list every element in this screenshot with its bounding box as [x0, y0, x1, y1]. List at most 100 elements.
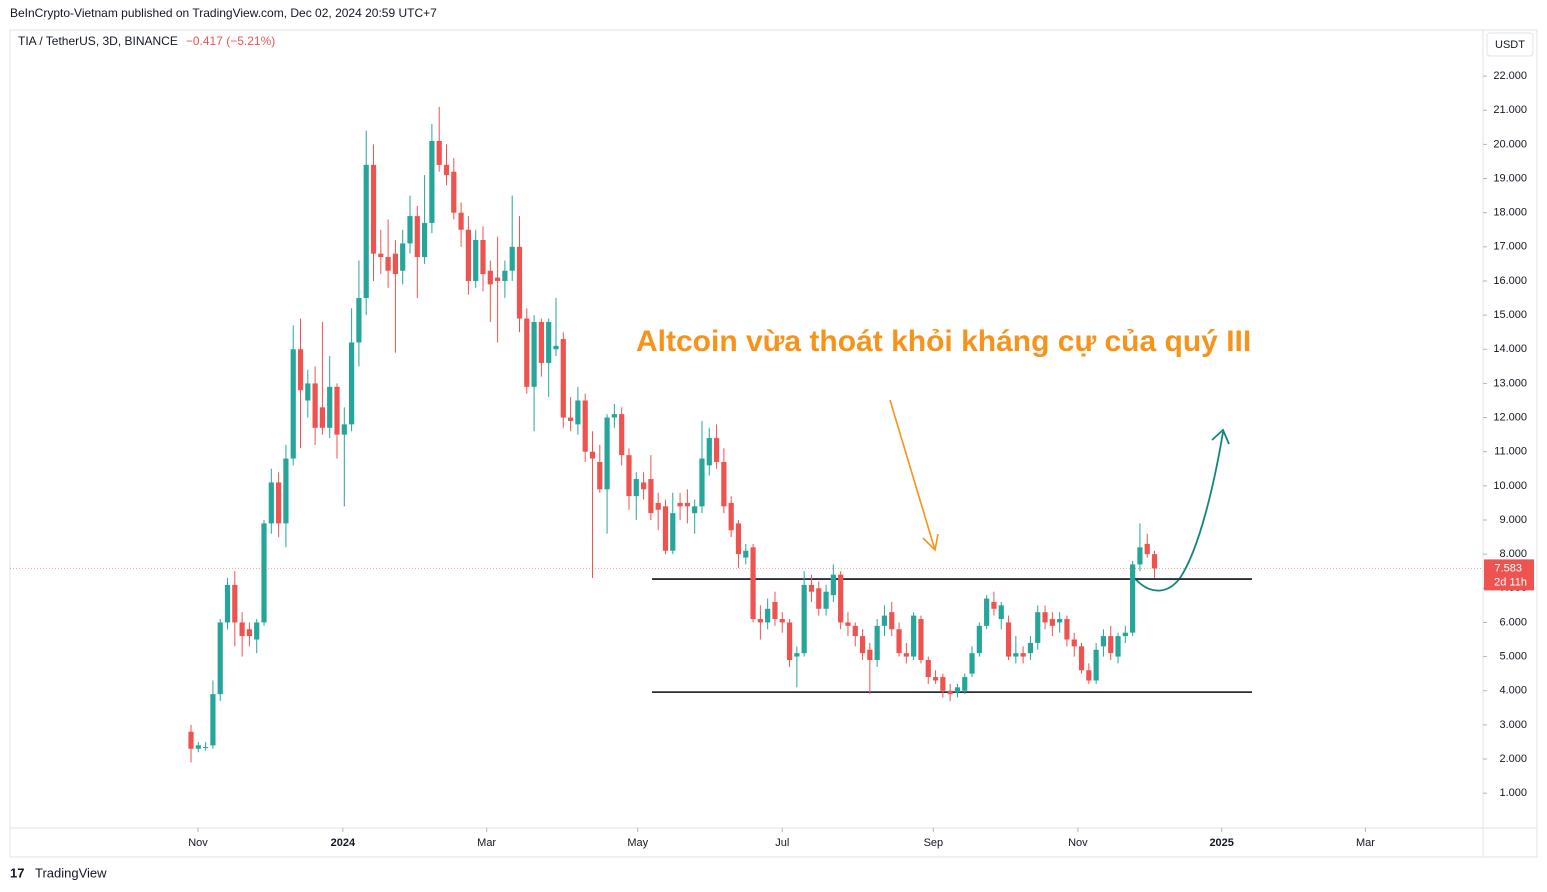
candle-body	[677, 502, 683, 507]
y-tick-label: 13.000	[1493, 377, 1527, 389]
candle-body	[582, 400, 588, 452]
candle-body	[392, 253, 399, 275]
candle-body	[465, 229, 471, 281]
candle-body	[969, 653, 975, 674]
candle-body	[779, 619, 785, 623]
orange-arrow	[889, 399, 939, 552]
candle-body	[188, 731, 194, 749]
candle-body	[538, 321, 544, 363]
candle-body	[925, 660, 931, 678]
candle-body	[217, 622, 223, 695]
candle-body	[443, 164, 450, 176]
candle-body	[494, 277, 501, 281]
candle-body	[356, 298, 362, 343]
y-tick-label: 6.000	[1499, 616, 1527, 628]
candle-body	[830, 574, 836, 596]
candle-body	[816, 588, 822, 609]
candle-body	[531, 321, 537, 387]
y-tick-label: 9.000	[1499, 514, 1527, 526]
candle-body	[1122, 632, 1128, 637]
candle-body	[611, 414, 617, 418]
currency-box[interactable]	[1486, 32, 1534, 57]
y-tick-label: 10.000	[1493, 480, 1527, 492]
candle-body	[940, 677, 946, 691]
candle-body	[1042, 612, 1048, 623]
candle-body	[1100, 636, 1107, 647]
y-tick-label: 14.000	[1493, 343, 1527, 355]
candle-body	[1108, 636, 1114, 654]
candle-body	[772, 601, 778, 620]
currency[interactable]: USDT	[1495, 39, 1525, 51]
candle-body	[794, 653, 800, 657]
candle-body	[1020, 653, 1026, 657]
candle-body	[801, 584, 807, 654]
candle-body	[407, 216, 413, 244]
candle-body	[195, 745, 201, 749]
publisher: BeInCrypto-Vietnam published on TradingV…	[10, 6, 437, 20]
candle-body	[991, 601, 997, 609]
y-tick-label: 16.000	[1493, 275, 1527, 287]
candle-body	[349, 342, 355, 425]
candle-body	[451, 171, 457, 213]
logo: 17	[10, 865, 24, 880]
candle-body	[655, 502, 661, 510]
candle-body	[502, 270, 508, 281]
candle-body	[312, 383, 318, 428]
candle-body	[962, 677, 968, 691]
x-tick-label: Mar	[1356, 837, 1375, 849]
candle-body	[1071, 639, 1077, 647]
candle-body	[619, 414, 625, 456]
candle-body	[1013, 653, 1019, 657]
candle-body	[268, 482, 274, 524]
y-tick-label: 1.000	[1499, 787, 1527, 799]
candle-body	[932, 677, 939, 681]
candle-body	[852, 625, 858, 637]
x-tick-label: Mar	[477, 837, 496, 849]
y-tick-label: 18.000	[1493, 207, 1527, 219]
candle-body	[1093, 649, 1099, 681]
candle-body	[998, 605, 1004, 620]
candle-body	[553, 345, 559, 350]
candle-body	[305, 383, 311, 401]
candle-body	[626, 455, 632, 497]
candle-body	[713, 438, 720, 462]
candle-body	[976, 625, 982, 654]
candle-body	[743, 550, 749, 558]
candle-body	[422, 222, 428, 258]
candle-body	[706, 438, 712, 466]
candle-body	[224, 584, 231, 623]
y-tick-label: 3.000	[1499, 719, 1527, 731]
candle-body	[750, 547, 756, 620]
candle-body	[1115, 636, 1121, 657]
x-tick-label: 2025	[1209, 837, 1233, 849]
change: −0.417 (−5.21%)	[186, 34, 275, 48]
y-tick-label: 19.000	[1493, 172, 1527, 184]
countdown: 2d 11h	[1494, 576, 1527, 588]
candle-body	[246, 629, 253, 637]
y-tick-label: 22.000	[1493, 70, 1527, 82]
candle-body	[487, 270, 493, 285]
candle-body	[640, 482, 647, 490]
candle-body	[1005, 622, 1012, 657]
candle-body	[400, 243, 406, 271]
candle-body	[1057, 619, 1063, 623]
candle-body	[524, 318, 530, 387]
candle-body	[1086, 670, 1092, 681]
candle-body	[728, 502, 734, 531]
candle-body	[692, 506, 698, 514]
candle-body	[845, 622, 851, 626]
candle-body	[458, 212, 464, 230]
y-tick-label: 4.000	[1499, 685, 1527, 697]
candle-body	[429, 140, 435, 223]
candle-body	[954, 687, 961, 693]
candle-body	[757, 619, 763, 623]
price-label-box	[1484, 559, 1534, 591]
y-tick-label: 17.000	[1493, 241, 1527, 253]
candle-body	[297, 349, 304, 391]
annotation: Altcoin vừa thoát khỏi kháng cự của quý …	[636, 325, 1251, 358]
candle-body	[560, 339, 566, 418]
candle-body	[327, 386, 333, 428]
candle-body	[648, 479, 654, 514]
candle-body	[896, 629, 902, 654]
